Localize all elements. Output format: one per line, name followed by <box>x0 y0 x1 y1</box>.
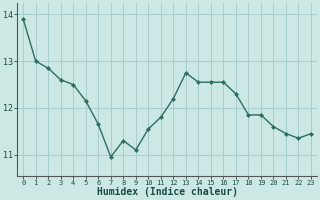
X-axis label: Humidex (Indice chaleur): Humidex (Indice chaleur) <box>97 187 237 197</box>
